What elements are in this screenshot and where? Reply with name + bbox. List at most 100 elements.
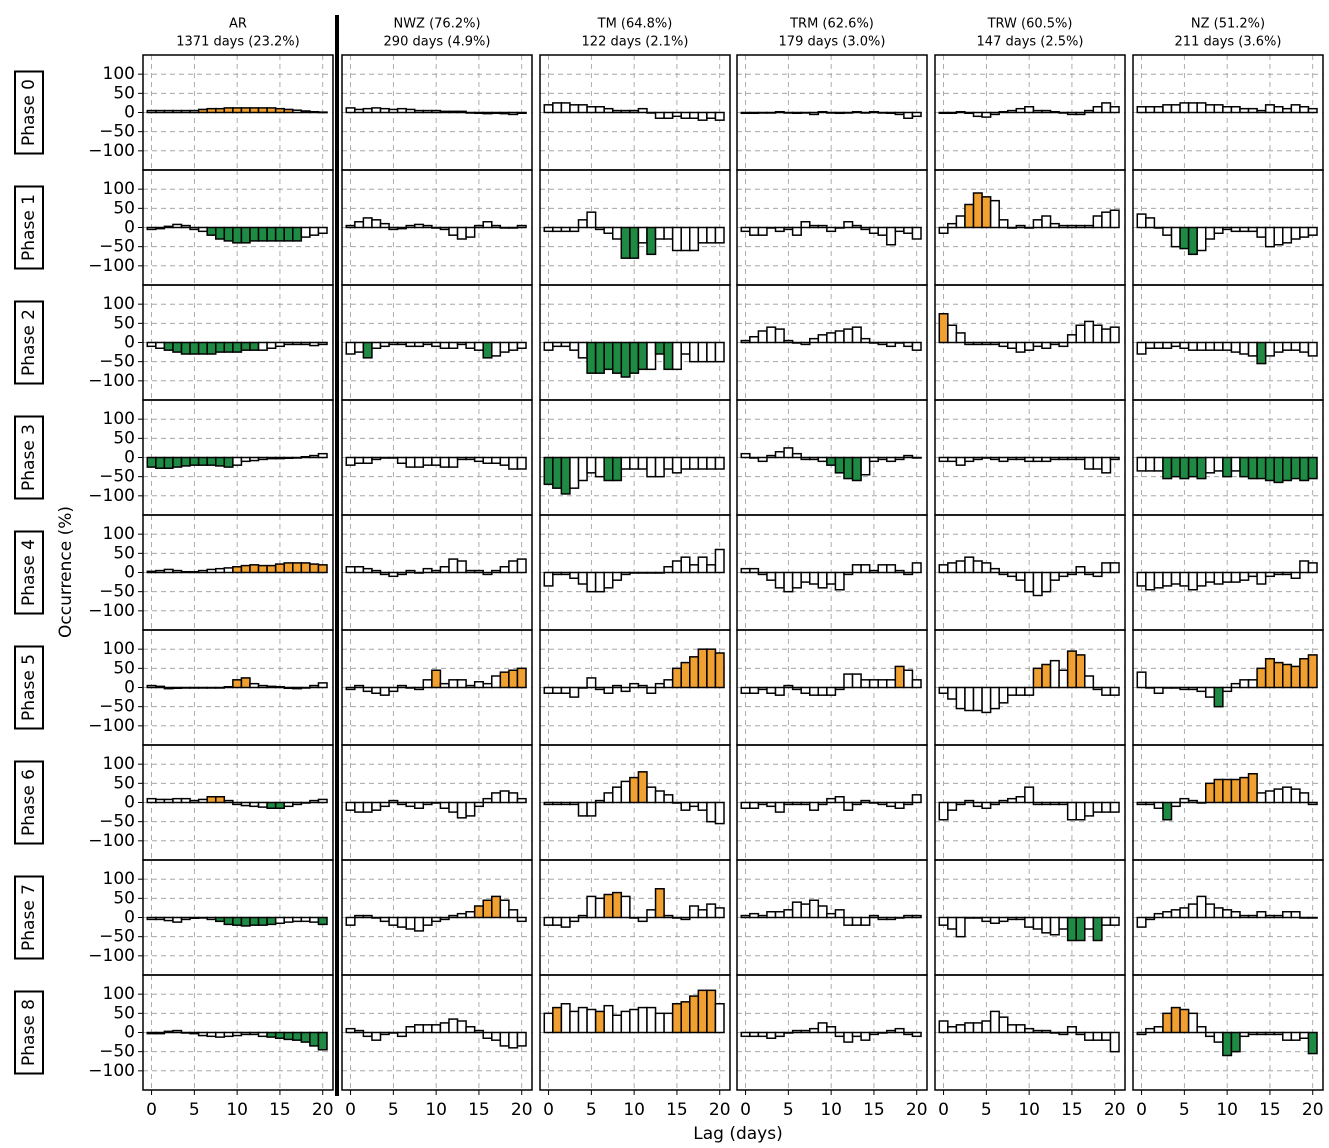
bar bbox=[972, 192, 983, 229]
bar bbox=[482, 341, 493, 359]
bar bbox=[266, 916, 277, 926]
bar bbox=[405, 341, 416, 348]
x-tick-label: 10 bbox=[226, 1100, 248, 1120]
bar bbox=[354, 456, 365, 464]
x-tick-label: 15 bbox=[666, 1100, 688, 1120]
bar bbox=[706, 111, 717, 119]
bar bbox=[757, 1031, 768, 1038]
bar bbox=[903, 111, 914, 119]
bar bbox=[629, 226, 640, 259]
bar bbox=[180, 570, 191, 574]
bar bbox=[1075, 324, 1086, 344]
bar bbox=[163, 109, 174, 114]
bar bbox=[611, 1014, 623, 1034]
bar bbox=[1282, 571, 1293, 576]
bar bbox=[800, 903, 811, 919]
panel-frame bbox=[934, 974, 1126, 1091]
bar bbox=[456, 679, 467, 689]
x-tick-label: 15 bbox=[1259, 1100, 1281, 1120]
bar bbox=[1041, 916, 1052, 934]
bar bbox=[689, 801, 700, 808]
y-tick-label: 50 bbox=[113, 658, 135, 678]
bar bbox=[1136, 1031, 1147, 1036]
bar bbox=[1239, 226, 1250, 233]
bar bbox=[396, 916, 407, 928]
bar bbox=[1299, 658, 1310, 689]
bar bbox=[155, 341, 166, 349]
bar bbox=[671, 667, 682, 689]
bar bbox=[439, 682, 450, 689]
bar bbox=[1196, 571, 1207, 587]
bar bbox=[232, 341, 243, 353]
y-tick-label: 100 bbox=[103, 409, 135, 429]
bar bbox=[1066, 224, 1077, 229]
bar bbox=[663, 456, 674, 470]
bar bbox=[482, 682, 493, 689]
bar bbox=[894, 1027, 905, 1034]
bar bbox=[1213, 1031, 1224, 1043]
bar bbox=[783, 684, 794, 689]
bar bbox=[1084, 801, 1095, 817]
bar bbox=[516, 341, 527, 349]
bar bbox=[1282, 663, 1293, 689]
y-tick-label: −100 bbox=[88, 716, 135, 736]
bar bbox=[886, 341, 897, 348]
bar bbox=[362, 341, 373, 359]
bar bbox=[611, 341, 623, 374]
bar bbox=[516, 797, 527, 804]
bar bbox=[172, 1029, 183, 1034]
bar bbox=[620, 456, 631, 470]
bar bbox=[292, 1031, 303, 1041]
bar bbox=[266, 226, 277, 242]
bar bbox=[817, 571, 828, 589]
bar bbox=[654, 790, 665, 804]
bar bbox=[223, 567, 234, 574]
bar bbox=[456, 110, 467, 114]
bar bbox=[1264, 914, 1275, 919]
bar bbox=[491, 675, 502, 689]
bar bbox=[543, 571, 554, 587]
y-tick-label: 0 bbox=[124, 448, 135, 468]
row-label-box bbox=[14, 415, 44, 500]
bar bbox=[1187, 799, 1198, 804]
bar bbox=[714, 801, 725, 825]
bar bbox=[1307, 801, 1318, 806]
bar bbox=[894, 916, 905, 919]
bar bbox=[646, 226, 657, 256]
bar bbox=[851, 110, 862, 114]
bar bbox=[938, 111, 949, 115]
bar bbox=[646, 909, 657, 919]
bar bbox=[292, 109, 303, 114]
bar bbox=[1179, 907, 1190, 919]
bar bbox=[499, 790, 510, 804]
bar bbox=[1092, 106, 1103, 114]
bar bbox=[1092, 1031, 1103, 1041]
bar bbox=[749, 912, 760, 919]
y-tick-label: −100 bbox=[88, 371, 135, 391]
bar bbox=[1109, 686, 1120, 696]
bar bbox=[456, 912, 467, 919]
bar bbox=[1213, 341, 1224, 351]
row-label-box bbox=[14, 760, 44, 845]
bar bbox=[197, 686, 208, 689]
bar bbox=[456, 456, 467, 461]
bar bbox=[911, 679, 922, 689]
bar bbox=[1101, 1031, 1112, 1041]
bar bbox=[543, 104, 554, 114]
bar bbox=[1247, 456, 1258, 480]
bar bbox=[257, 916, 268, 926]
bar bbox=[431, 569, 442, 574]
bar bbox=[654, 682, 665, 689]
bar bbox=[396, 456, 407, 464]
bar bbox=[560, 226, 571, 233]
bar bbox=[1222, 1031, 1233, 1057]
bar bbox=[1153, 571, 1164, 589]
bar bbox=[1213, 907, 1224, 919]
bar bbox=[371, 219, 382, 229]
bar bbox=[405, 801, 416, 808]
bar bbox=[422, 341, 433, 346]
bar bbox=[1196, 1026, 1207, 1034]
bar bbox=[1187, 686, 1198, 691]
bar bbox=[543, 916, 554, 926]
bar bbox=[197, 569, 208, 574]
